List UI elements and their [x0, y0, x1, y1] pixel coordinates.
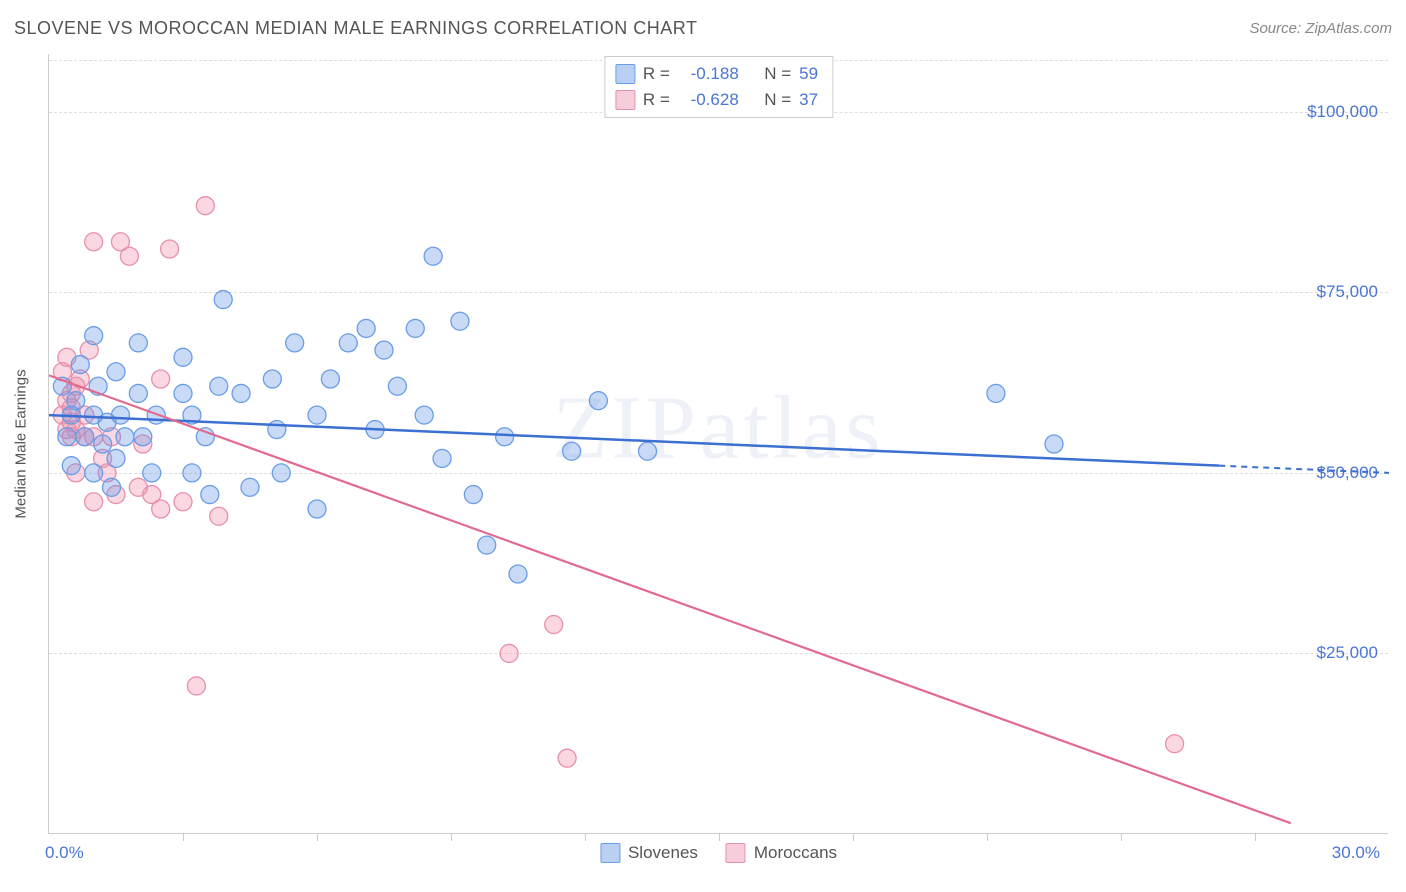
- data-point: [241, 478, 259, 496]
- data-point: [85, 327, 103, 345]
- data-point: [451, 312, 469, 330]
- data-point: [263, 370, 281, 388]
- data-point: [129, 334, 147, 352]
- data-point: [120, 247, 138, 265]
- x-axis-min-label: 0.0%: [45, 843, 84, 863]
- data-point: [67, 392, 85, 410]
- data-point: [558, 749, 576, 767]
- data-point: [143, 464, 161, 482]
- n-label: N =: [764, 87, 791, 113]
- data-point: [545, 616, 563, 634]
- data-point: [174, 348, 192, 366]
- data-point: [321, 370, 339, 388]
- x-axis-max-label: 30.0%: [1332, 843, 1380, 863]
- data-point: [987, 384, 1005, 402]
- n-label: N =: [764, 61, 791, 87]
- data-point: [174, 384, 192, 402]
- slovenes-swatch-icon: [600, 843, 620, 863]
- data-point: [76, 428, 94, 446]
- x-minor-tick: [317, 833, 318, 841]
- data-point: [388, 377, 406, 395]
- x-minor-tick: [1121, 833, 1122, 841]
- data-point: [1045, 435, 1063, 453]
- x-minor-tick: [451, 833, 452, 841]
- data-point: [214, 291, 232, 309]
- data-point: [62, 457, 80, 475]
- stats-legend: R = -0.188 N = 59 R = -0.628 N = 37: [604, 56, 833, 118]
- x-minor-tick: [585, 833, 586, 841]
- moroccans-swatch-icon: [615, 90, 635, 110]
- slovenes-r-value: -0.188: [691, 61, 739, 87]
- data-point: [308, 406, 326, 424]
- data-point: [94, 435, 112, 453]
- data-point: [563, 442, 581, 460]
- data-point: [116, 428, 134, 446]
- data-point: [107, 449, 125, 467]
- data-point: [201, 486, 219, 504]
- x-minor-tick: [719, 833, 720, 841]
- data-point: [232, 384, 250, 402]
- data-point: [210, 377, 228, 395]
- data-point: [196, 197, 214, 215]
- slovenes-label: Slovenes: [628, 843, 698, 863]
- data-point: [210, 507, 228, 525]
- data-point: [58, 428, 76, 446]
- data-point: [464, 486, 482, 504]
- data-point: [509, 565, 527, 583]
- data-point: [500, 644, 518, 662]
- data-point: [103, 478, 121, 496]
- data-point: [424, 247, 442, 265]
- trend-line: [1219, 466, 1389, 473]
- data-point: [85, 464, 103, 482]
- data-point: [111, 406, 129, 424]
- data-point: [183, 464, 201, 482]
- trend-line: [49, 415, 1219, 466]
- data-point: [339, 334, 357, 352]
- moroccans-r-value: -0.628: [691, 87, 739, 113]
- x-minor-tick: [183, 833, 184, 841]
- data-point: [134, 428, 152, 446]
- data-point: [174, 493, 192, 511]
- plot-area: Median Male Earnings ZIPatlas $25,000$50…: [48, 54, 1388, 834]
- scatter-svg: [49, 54, 1388, 833]
- data-point: [433, 449, 451, 467]
- series-legend: Slovenes Moroccans: [600, 843, 837, 863]
- r-label: R =: [643, 61, 670, 87]
- data-point: [85, 493, 103, 511]
- x-minor-tick: [987, 833, 988, 841]
- data-point: [152, 500, 170, 518]
- r-label: R =: [643, 87, 670, 113]
- slovenes-swatch-icon: [615, 64, 635, 84]
- data-point: [152, 370, 170, 388]
- data-point: [272, 464, 290, 482]
- data-point: [406, 319, 424, 337]
- data-point: [286, 334, 304, 352]
- data-point: [71, 356, 89, 374]
- x-minor-tick: [853, 833, 854, 841]
- moroccans-label: Moroccans: [754, 843, 837, 863]
- data-point: [375, 341, 393, 359]
- data-point: [1166, 735, 1184, 753]
- data-point: [308, 500, 326, 518]
- data-point: [589, 392, 607, 410]
- slovenes-n-value: 59: [799, 61, 818, 87]
- moroccans-swatch-icon: [726, 843, 746, 863]
- data-point: [639, 442, 657, 460]
- data-point: [357, 319, 375, 337]
- data-point: [129, 384, 147, 402]
- data-point: [496, 428, 514, 446]
- moroccans-n-value: 37: [799, 87, 818, 113]
- data-point: [85, 233, 103, 251]
- y-axis-label: Median Male Earnings: [13, 369, 30, 518]
- data-point: [415, 406, 433, 424]
- source-label: Source: ZipAtlas.com: [1249, 20, 1392, 37]
- data-point: [107, 363, 125, 381]
- data-point: [187, 677, 205, 695]
- data-point: [161, 240, 179, 258]
- x-minor-tick: [1255, 833, 1256, 841]
- chart-title: SLOVENE VS MOROCCAN MEDIAN MALE EARNINGS…: [14, 18, 697, 39]
- data-point: [478, 536, 496, 554]
- data-point: [268, 421, 286, 439]
